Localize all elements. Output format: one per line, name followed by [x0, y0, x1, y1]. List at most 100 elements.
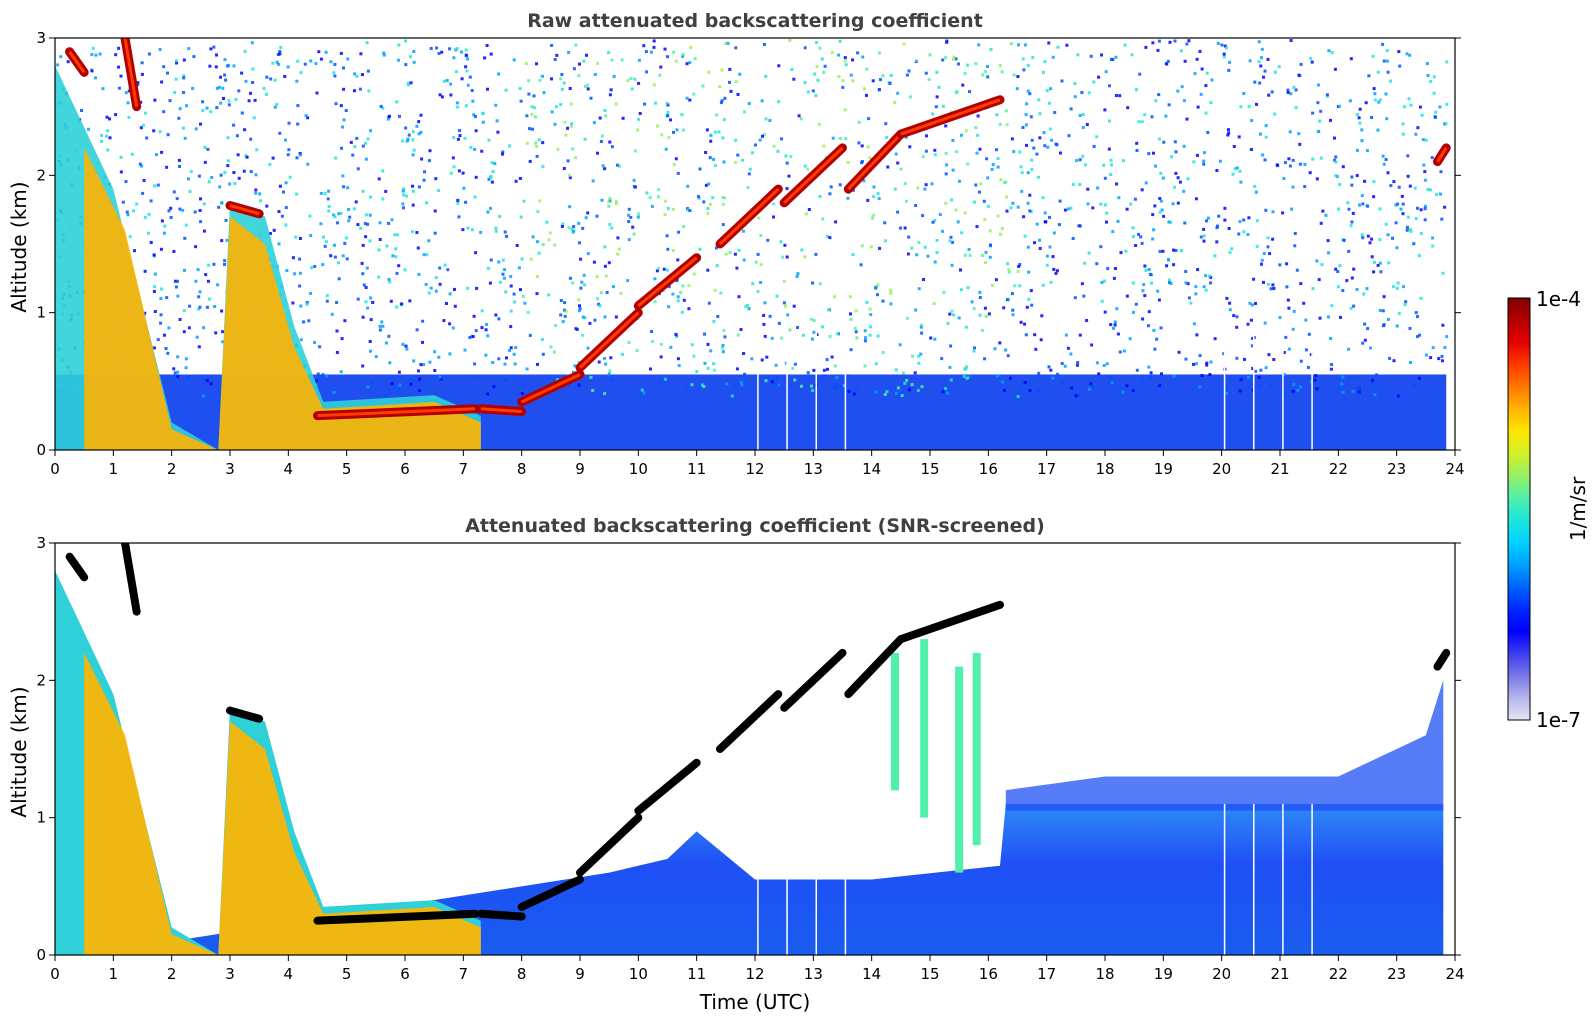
- noise-speckle: [601, 164, 605, 168]
- saturated-layer-segment: [121, 543, 141, 616]
- noise-speckle: [1405, 52, 1409, 56]
- noise-speckle: [1399, 207, 1403, 211]
- noise-speckle: [1378, 98, 1382, 102]
- noise-speckle: [1089, 382, 1093, 386]
- noise-speckle: [1227, 131, 1231, 135]
- noise-speckle: [552, 350, 556, 354]
- noise-speckle: [390, 218, 394, 222]
- noise-speckle: [1091, 386, 1095, 390]
- noise-speckle: [585, 53, 588, 57]
- noise-speckle: [1406, 174, 1410, 178]
- noise-speckle: [894, 368, 898, 372]
- noise-speckle: [946, 391, 950, 395]
- noise-speckle: [380, 320, 384, 324]
- y-tick-label: 0: [36, 441, 46, 459]
- noise-speckle: [379, 104, 383, 108]
- noise-speckle: [315, 91, 319, 95]
- noise-speckle: [834, 220, 838, 224]
- noise-speckle: [385, 393, 389, 397]
- noise-speckle: [309, 292, 313, 295]
- noise-speckle: [1361, 236, 1365, 240]
- noise-speckle: [560, 225, 564, 228]
- noise-speckle: [889, 302, 893, 306]
- noise-speckle: [764, 74, 768, 78]
- noise-speckle: [232, 123, 236, 127]
- noise-speckle: [974, 62, 978, 66]
- noise-speckle: [1209, 281, 1213, 285]
- noise-speckle: [1144, 181, 1148, 185]
- noise-speckle: [981, 73, 985, 77]
- noise-speckle: [715, 264, 719, 268]
- noise-speckle: [1398, 64, 1402, 68]
- noise-speckle: [621, 352, 624, 356]
- noise-speckle: [1213, 337, 1217, 341]
- noise-speckle: [714, 246, 718, 250]
- noise-speckle: [728, 67, 732, 71]
- noise-speckle: [1040, 314, 1044, 318]
- noise-speckle: [1355, 288, 1359, 291]
- noise-speckle: [574, 43, 578, 47]
- noise-speckle: [412, 189, 415, 193]
- noise-speckle: [1048, 101, 1051, 105]
- noise-speckle: [378, 238, 382, 241]
- noise-speckle: [1022, 68, 1026, 72]
- noise-speckle: [1051, 55, 1055, 59]
- noise-speckle: [614, 200, 618, 204]
- noise-speckle: [1029, 115, 1033, 119]
- noise-speckle: [1051, 376, 1055, 380]
- noise-speckle: [1355, 113, 1359, 116]
- noise-speckle: [853, 326, 857, 330]
- noise-speckle: [649, 50, 653, 54]
- noise-speckle: [1060, 362, 1064, 365]
- noise-speckle: [951, 168, 955, 172]
- noise-speckle: [722, 160, 726, 164]
- noise-speckle: [1018, 263, 1022, 267]
- noise-speckle: [1349, 224, 1353, 228]
- noise-speckle: [563, 308, 567, 312]
- noise-speckle: [703, 361, 707, 365]
- noise-speckle: [832, 386, 836, 390]
- x-tick-label: 19: [1154, 965, 1173, 983]
- noise-speckle: [355, 74, 359, 78]
- x-tick-label: 15: [920, 460, 939, 478]
- noise-speckle: [1363, 338, 1367, 342]
- noise-speckle: [1045, 254, 1049, 258]
- noise-speckle: [1223, 206, 1227, 210]
- noise-speckle: [789, 155, 793, 159]
- noise-speckle: [942, 290, 946, 294]
- noise-speckle: [147, 212, 151, 216]
- noise-speckle: [1361, 341, 1365, 345]
- noise-speckle: [155, 153, 158, 157]
- noise-speckle: [597, 360, 601, 364]
- noise-speckle: [387, 114, 391, 118]
- noise-speckle: [419, 113, 423, 117]
- noise-speckle: [1041, 196, 1045, 200]
- noise-speckle: [774, 383, 778, 387]
- saturated-layer-segment: [476, 909, 526, 921]
- noise-speckle: [1266, 245, 1270, 249]
- noise-speckle: [422, 253, 426, 257]
- x-tick-label: 20: [1212, 965, 1231, 983]
- noise-speckle: [946, 321, 950, 325]
- noise-speckle: [219, 173, 223, 177]
- noise-speckle: [535, 62, 538, 66]
- noise-speckle: [395, 233, 399, 237]
- noise-speckle: [960, 133, 963, 137]
- noise-speckle: [1204, 111, 1208, 115]
- noise-speckle: [701, 84, 705, 88]
- strong-layer-core: [783, 146, 844, 204]
- noise-speckle: [952, 55, 956, 59]
- noise-speckle: [244, 79, 248, 83]
- noise-speckle: [898, 343, 902, 347]
- noise-speckle: [671, 292, 675, 296]
- noise-speckle: [1135, 368, 1139, 372]
- noise-speckle: [860, 244, 864, 248]
- noise-speckle: [559, 103, 563, 107]
- noise-speckle: [663, 377, 667, 381]
- noise-speckle: [577, 298, 581, 302]
- noise-speckle: [813, 72, 817, 76]
- noise-speckle: [745, 304, 749, 307]
- noise-speckle: [486, 334, 490, 338]
- noise-speckle: [1078, 183, 1082, 186]
- noise-speckle: [153, 98, 157, 102]
